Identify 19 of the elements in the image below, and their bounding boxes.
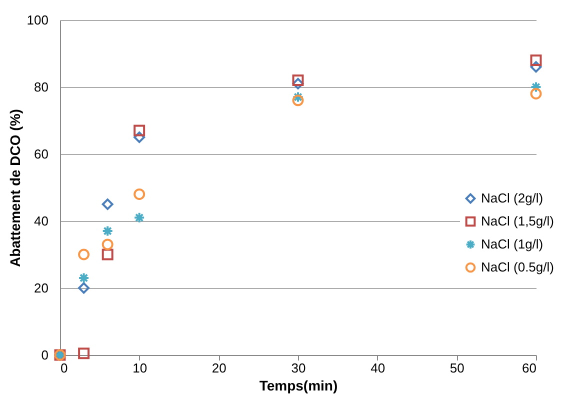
legend-label: NaCl (1g/l) <box>481 236 544 252</box>
y-tick-label: 0 <box>41 348 48 362</box>
y-tick-label: 100 <box>26 12 48 28</box>
y-axis-title: Abattement de DCO (%) <box>6 109 23 267</box>
y-tick-label: 40 <box>34 214 48 228</box>
x-axis-title: Temps(min) <box>259 378 338 394</box>
legend-label: NaCl (1,5g/l) <box>481 214 554 228</box>
x-tick-label: 50 <box>450 360 464 376</box>
legend-label: NaCl (0.5g/l) <box>481 260 554 274</box>
legend-label: NaCl (2g/l) <box>481 190 544 206</box>
x-tick-label: 60 <box>522 360 536 376</box>
x-tick-label: 30 <box>291 360 306 376</box>
x-tick-label: 20 <box>212 360 226 376</box>
x-tick-label: 10 <box>132 360 148 376</box>
x-tick-label: 0 <box>60 360 68 376</box>
y-tick-label: 60 <box>34 146 48 162</box>
y-tick-label: 80 <box>34 80 48 94</box>
y-tick-label: 20 <box>34 280 48 296</box>
x-tick-label: 40 <box>370 360 386 376</box>
